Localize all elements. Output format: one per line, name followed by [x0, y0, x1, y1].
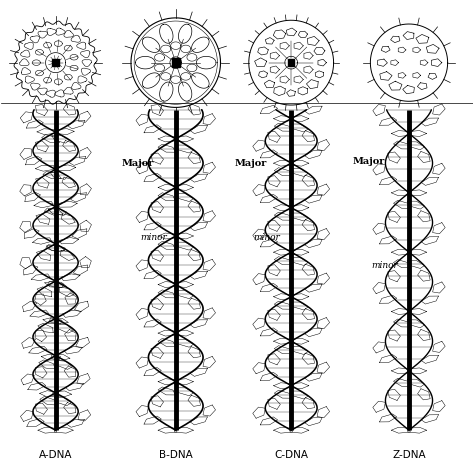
Text: minor: minor	[140, 233, 167, 241]
Text: minor: minor	[254, 233, 280, 241]
Bar	[52, 59, 59, 66]
Text: Z-DNA: Z-DNA	[392, 450, 426, 460]
Bar	[172, 58, 180, 67]
Text: minor: minor	[371, 261, 398, 270]
Text: C-DNA: C-DNA	[274, 450, 308, 460]
Bar	[288, 59, 294, 66]
Text: Major: Major	[121, 159, 154, 168]
Text: B-DNA: B-DNA	[159, 450, 192, 460]
Text: A-DNA: A-DNA	[39, 450, 73, 460]
Text: Major: Major	[353, 157, 385, 166]
Text: Major: Major	[235, 159, 267, 168]
